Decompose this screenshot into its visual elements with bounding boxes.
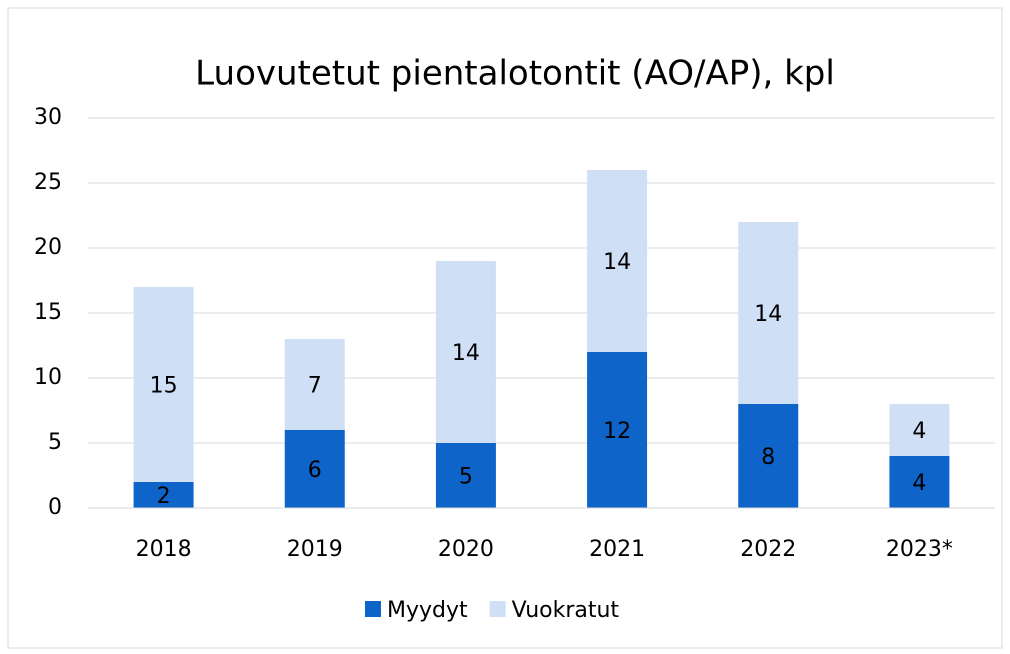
data-label: 7	[308, 374, 322, 399]
y-tick-label: 0	[48, 495, 62, 520]
x-tick-label: 2022	[740, 537, 796, 562]
data-label: 14	[452, 341, 480, 366]
legend-swatch	[489, 601, 506, 617]
x-tick-label: 2019	[287, 537, 343, 562]
data-label: 4	[912, 471, 926, 496]
data-label: 14	[603, 250, 631, 275]
bar-segment	[284, 430, 345, 508]
bar-segment	[133, 287, 194, 482]
y-tick-label: 25	[34, 170, 62, 195]
bar-segment	[738, 404, 799, 508]
legend-label: Myydyt	[387, 598, 468, 623]
data-label: 14	[754, 302, 782, 327]
y-tick-label: 15	[34, 300, 62, 325]
bar-segment	[889, 404, 950, 456]
bar-segment	[889, 456, 950, 508]
bar-segment	[587, 352, 648, 508]
x-tick-label: 2021	[589, 537, 645, 562]
chart-title: Luovutetut pientalotontit (AO/AP), kpl	[195, 54, 835, 94]
bar-segment	[284, 339, 345, 430]
y-tick-label: 10	[34, 365, 62, 390]
data-label: 6	[308, 458, 322, 483]
bar-segment	[738, 222, 799, 404]
legend-label: Vuokratut	[512, 598, 620, 623]
data-label: 2	[157, 484, 171, 509]
legend-swatch	[365, 601, 381, 617]
x-tick-label: 2020	[438, 537, 494, 562]
data-label: 15	[150, 374, 178, 399]
bar-segment	[587, 170, 648, 352]
bar-segment	[435, 261, 496, 443]
y-tick-label: 5	[48, 430, 62, 455]
bar-segment	[133, 482, 194, 508]
data-label: 8	[761, 445, 775, 470]
y-tick-label: 30	[34, 105, 62, 130]
data-label: 4	[912, 419, 926, 444]
bar-segment	[435, 443, 496, 508]
y-tick-label: 20	[34, 235, 62, 260]
data-label: 5	[459, 465, 473, 490]
x-tick-label: 2018	[136, 537, 192, 562]
data-label: 12	[603, 419, 631, 444]
x-tick-label: 2023*	[886, 537, 953, 562]
